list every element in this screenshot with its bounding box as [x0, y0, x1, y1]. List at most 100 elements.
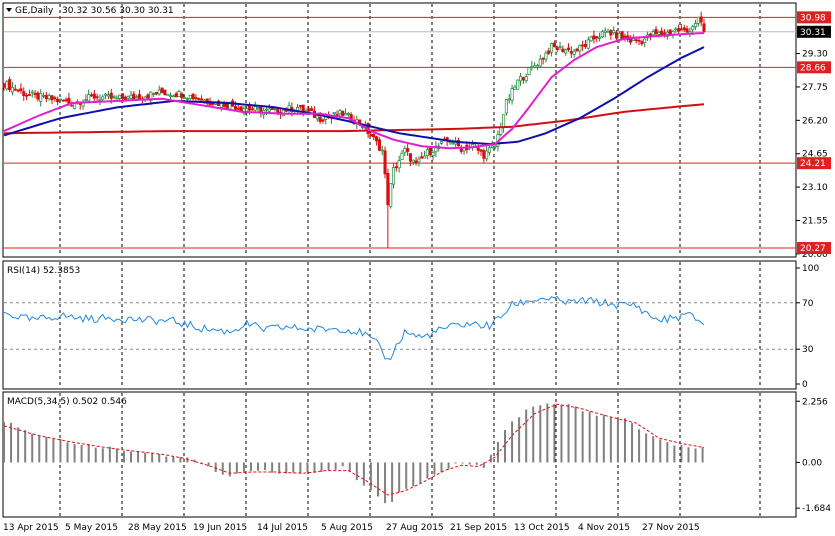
candle-body	[2, 83, 6, 88]
rsi-panel-frame	[2, 260, 797, 390]
candle-body	[95, 96, 99, 99]
candle-body	[397, 160, 401, 169]
macd-bar	[433, 462, 436, 475]
candle-body	[555, 47, 559, 50]
macd-bar	[405, 462, 408, 489]
candle-body	[643, 38, 647, 44]
macd-bar	[313, 462, 316, 473]
candle-body	[87, 94, 91, 102]
macd-bar	[355, 462, 358, 481]
candle-body	[691, 26, 695, 31]
candle-body	[129, 94, 133, 99]
macd-bar	[214, 462, 217, 472]
macd-bar	[299, 462, 302, 474]
macd-plot	[3, 403, 705, 504]
candle-body	[106, 94, 110, 97]
candle-body	[61, 99, 65, 102]
candle-body	[487, 147, 492, 153]
macd-bar	[489, 454, 492, 463]
macd-tick-label: -1.684	[802, 504, 831, 514]
macd-bar	[454, 462, 457, 464]
candle-body	[191, 93, 195, 100]
candle-body	[346, 113, 350, 115]
macd-bar	[115, 448, 118, 463]
macd-bar	[108, 446, 111, 463]
macd-bar	[567, 404, 570, 463]
macd-tick-label: 0.00	[802, 458, 822, 468]
candle-body	[194, 97, 198, 99]
macd-bar	[482, 462, 485, 468]
candle-body	[301, 104, 305, 112]
macd-bar	[137, 451, 140, 463]
macd-bar	[271, 462, 274, 473]
macd-bar	[369, 462, 372, 491]
candle-body	[180, 93, 184, 99]
macd-bar	[602, 414, 605, 463]
candle-body	[89, 94, 94, 97]
macd-bar	[31, 433, 34, 463]
candle-body	[39, 93, 43, 102]
macd-bar	[504, 430, 507, 463]
candle-body	[668, 29, 672, 35]
macd-bar	[546, 403, 549, 463]
candle-body	[634, 39, 638, 42]
candle-body	[631, 38, 635, 42]
macd-bar	[193, 459, 196, 463]
macd-bar	[631, 423, 634, 463]
candle-body	[332, 111, 336, 114]
candle-body	[589, 36, 593, 42]
macd-bar	[186, 457, 189, 463]
candle-body	[163, 89, 167, 96]
candle-body	[564, 49, 568, 54]
candle-body	[30, 91, 34, 94]
rsi-tick-label: 70	[802, 299, 814, 309]
candle-body	[510, 88, 514, 101]
dropdown-triangle-icon[interactable]	[6, 8, 12, 12]
candle-body	[566, 47, 571, 51]
macd-bar	[687, 447, 690, 463]
candle-body	[513, 86, 517, 90]
macd-bar	[341, 462, 344, 467]
price-plot	[2, 11, 796, 249]
candle-body	[135, 96, 139, 99]
candle-body	[431, 152, 435, 156]
macd-bar	[412, 462, 415, 487]
candle-body	[702, 23, 706, 32]
candle-body	[98, 99, 102, 101]
candle-body	[586, 39, 590, 49]
candle-body	[533, 65, 537, 68]
candle-body	[380, 149, 384, 152]
macd-bar	[348, 462, 351, 473]
candle-body	[112, 96, 116, 98]
macd-bar	[87, 444, 90, 463]
price-level-tag	[797, 11, 831, 24]
candle-body	[16, 89, 20, 92]
candle-body	[287, 105, 291, 112]
macd-bar	[673, 445, 676, 463]
candle-body	[609, 30, 613, 36]
price-level-label: 28.66	[800, 63, 826, 73]
candle-body	[174, 93, 178, 98]
candle-body	[640, 41, 644, 45]
candle-body	[561, 48, 565, 53]
candle-body	[8, 79, 12, 91]
candle-body	[33, 93, 37, 95]
candle-body	[149, 91, 153, 101]
candle-body	[518, 76, 523, 82]
candle-body	[205, 98, 209, 104]
moving-average-slow	[4, 103, 705, 135]
macd-bar	[249, 462, 252, 471]
candle-body	[403, 148, 407, 153]
macd-bar	[398, 462, 401, 493]
candle-body	[544, 52, 548, 60]
candle-body	[504, 99, 508, 114]
candle-body	[197, 98, 201, 101]
axis-labels: 13 Apr 2015 5 May 2015 28 May 2015 19 Jun 2…	[3, 11, 831, 533]
candle-body	[696, 16, 700, 24]
candle-body	[538, 58, 542, 67]
candle-body	[36, 92, 40, 100]
macd-bar	[496, 441, 499, 463]
macd-panel-frame	[2, 391, 797, 518]
candle-body	[490, 145, 494, 148]
